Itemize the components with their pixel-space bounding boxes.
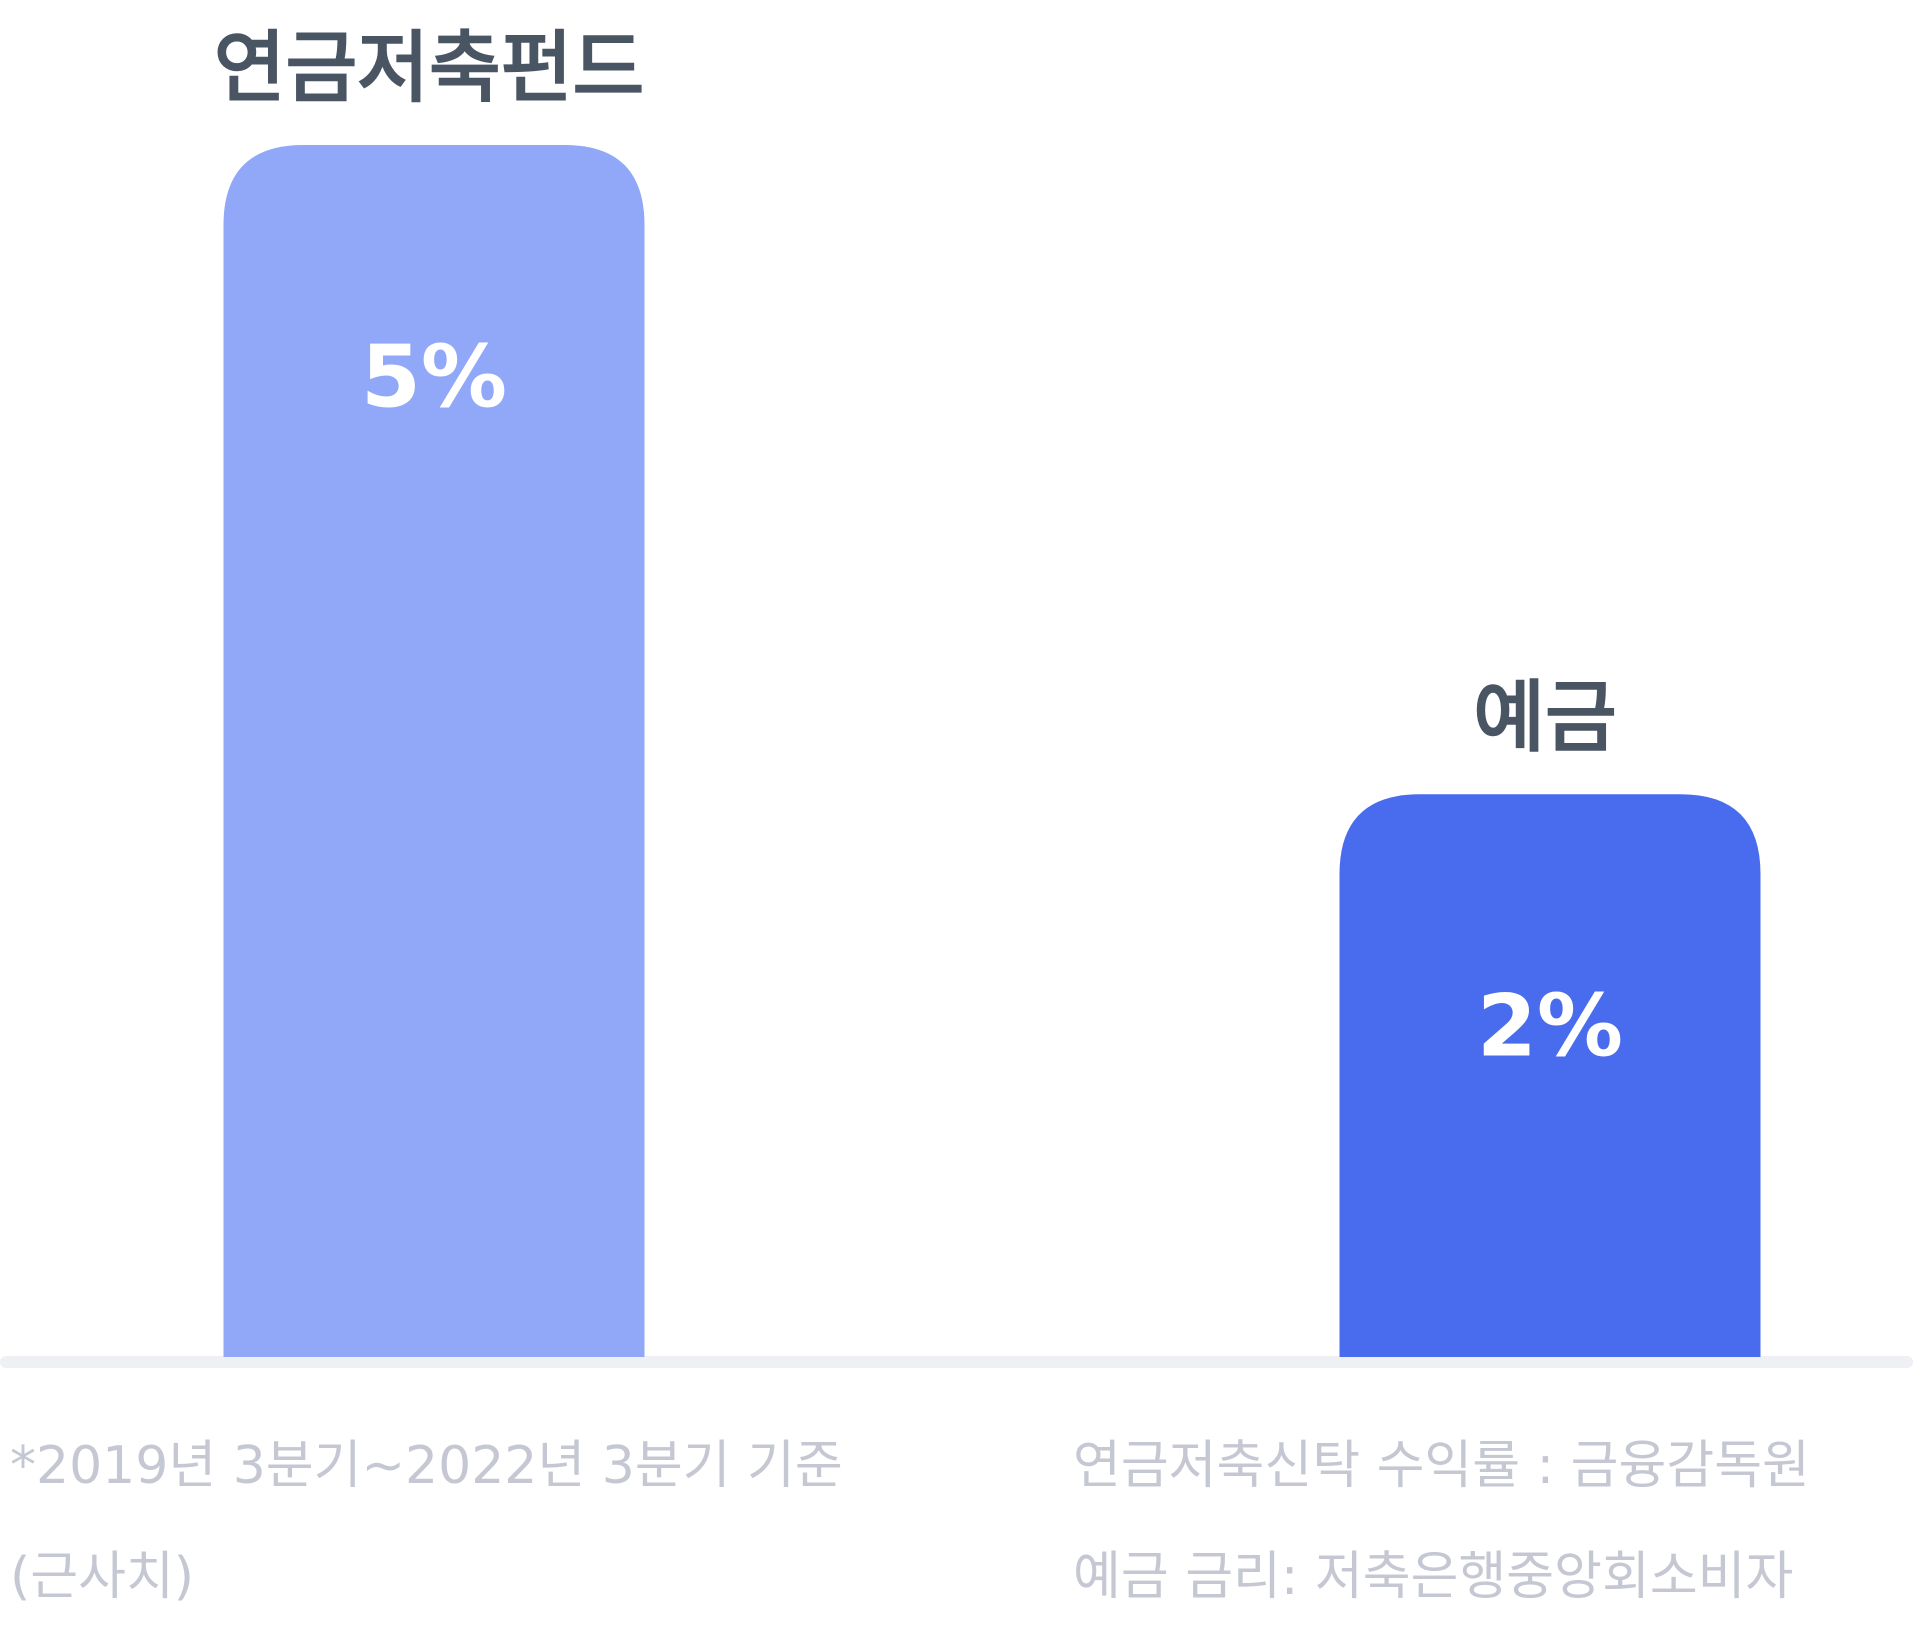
footnote: (근사치)	[10, 1547, 194, 1607]
source-note: 연금저축신탁 수익률 : 금융감독원	[1073, 1436, 1810, 1496]
value-label: 5%	[361, 327, 507, 427]
category-label: 연금저축펀드	[214, 23, 645, 113]
value-label: 2%	[1477, 977, 1623, 1077]
footnote: *2019년 3분기~2022년 3분기 기준	[10, 1436, 843, 1496]
source-note: 예금 금리: 저축은행중앙회소비자	[1073, 1547, 1793, 1607]
bar	[223, 145, 645, 1357]
bar	[1339, 794, 1761, 1357]
baseline	[0, 1356, 1913, 1368]
category-label: 예금	[1473, 673, 1617, 763]
